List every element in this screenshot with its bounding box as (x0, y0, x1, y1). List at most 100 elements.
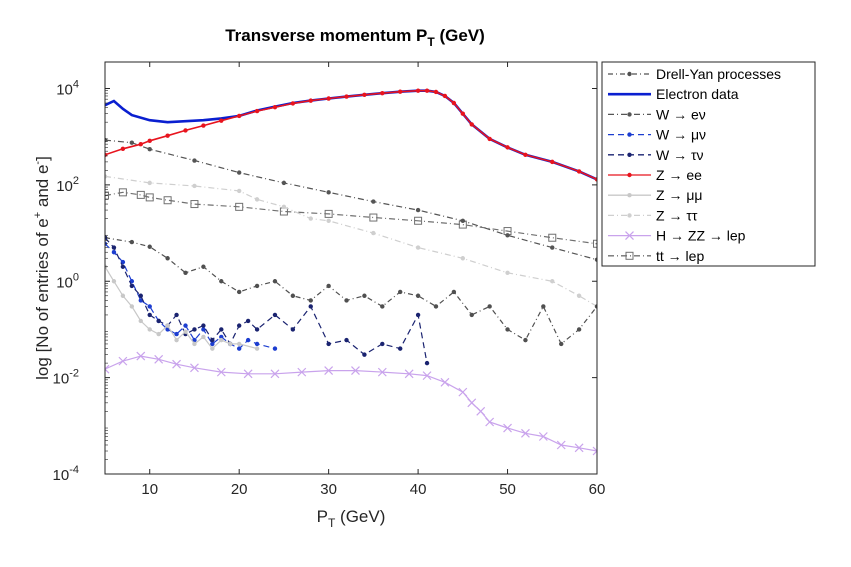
data-point (415, 245, 421, 250)
data-point (174, 331, 179, 337)
data-point (351, 366, 360, 376)
data-point (290, 327, 296, 332)
data-point (245, 337, 251, 343)
xlabel-main: P (317, 507, 328, 526)
data-point (505, 270, 510, 275)
legend-label: tt → lep (656, 248, 704, 264)
series-line (105, 191, 597, 245)
data-point (371, 230, 376, 236)
data-point (111, 245, 117, 250)
data-point (236, 341, 242, 347)
data-point (469, 312, 474, 318)
svg-text:log [No of entries of e+ and e: log [No of entries of e+ and e-] (32, 156, 52, 380)
data-point (190, 200, 199, 209)
data-point (210, 341, 215, 347)
y-tick-label: 104 (56, 79, 79, 99)
data-point (576, 327, 582, 332)
ylabel-end: ] (33, 156, 52, 161)
data-point (344, 94, 349, 99)
legend-label: W → eν (656, 106, 706, 122)
data-point (136, 351, 146, 361)
legend-marker (625, 231, 634, 241)
series-w-e (105, 137, 597, 262)
data-point (192, 327, 197, 332)
data-point (210, 346, 215, 351)
data-point (174, 312, 179, 318)
data-point (219, 279, 224, 284)
data-point (297, 367, 307, 377)
legend-marker (627, 172, 632, 178)
legend-item-drell-yan-processes: Drell-Yan processes (608, 66, 781, 82)
data-point (174, 337, 179, 343)
legend-item-z: Z → μμ (608, 187, 702, 203)
data-point (165, 133, 170, 138)
legend-item-w-e: W → eν (608, 106, 706, 122)
data-point (254, 346, 260, 351)
series-line (105, 89, 597, 181)
series-line (105, 355, 597, 452)
data-point (111, 279, 117, 284)
data-point (593, 239, 597, 248)
data-point (201, 264, 206, 269)
data-point (163, 196, 172, 205)
title-main: Transverse momentum P (225, 26, 427, 45)
xlabel-subscript: T (328, 516, 336, 530)
data-point (415, 293, 421, 298)
data-point (172, 359, 181, 369)
data-point (505, 327, 510, 332)
data-point (147, 312, 152, 318)
y-tick-label: 10-2 (53, 368, 79, 388)
xlabel-unit: (GeV) (335, 507, 385, 526)
legend-marker (627, 152, 632, 157)
data-point (344, 337, 349, 343)
y-axis-label: log [No of entries of e+ and e-] (32, 156, 52, 380)
data-point (236, 170, 242, 175)
legend: Drell-Yan processes Electron data W → eν W … (601, 61, 816, 267)
tick-labels: 10 20 30 40 50 60 10-4 10-2 100 102 104 (53, 62, 605, 498)
series-z (105, 174, 597, 309)
data-point (326, 341, 331, 347)
data-point (505, 233, 510, 238)
data-point (147, 147, 152, 152)
ylabel-main: log [No of entries of e (33, 218, 52, 380)
data-point (576, 169, 582, 174)
data-point (147, 180, 152, 186)
ylabel-sup-minus: - (32, 161, 44, 165)
axes-box (104, 61, 598, 475)
data-point (326, 283, 331, 289)
data-point (201, 323, 206, 328)
data-point (469, 122, 474, 127)
data-point (326, 190, 331, 195)
legend-box (601, 61, 816, 267)
data-point (476, 406, 486, 416)
series-tt-lep (105, 188, 597, 248)
data-point (460, 256, 466, 261)
data-point (458, 387, 468, 397)
data-point (308, 298, 313, 303)
data-point (183, 323, 188, 328)
data-point (254, 108, 260, 114)
data-point (272, 346, 278, 351)
data-point (442, 93, 448, 99)
data-point (147, 327, 152, 332)
series-line (105, 237, 597, 345)
data-point (236, 289, 242, 295)
data-point (424, 360, 430, 366)
data-point (254, 341, 260, 347)
data-point (219, 334, 224, 340)
legend-item-z-ee: Z → ee (608, 167, 702, 183)
data-point (129, 140, 135, 145)
data-point (192, 341, 197, 347)
data-point (460, 111, 466, 116)
data-point (290, 293, 296, 298)
data-point (324, 209, 333, 218)
data-point (523, 337, 528, 343)
series-line (105, 139, 597, 261)
x-tick-label: 30 (320, 481, 337, 498)
data-point (236, 323, 242, 328)
series-z (105, 264, 260, 351)
data-point (592, 446, 597, 456)
legend-marker (627, 193, 632, 198)
series-line (105, 175, 597, 307)
series-w (105, 241, 278, 351)
